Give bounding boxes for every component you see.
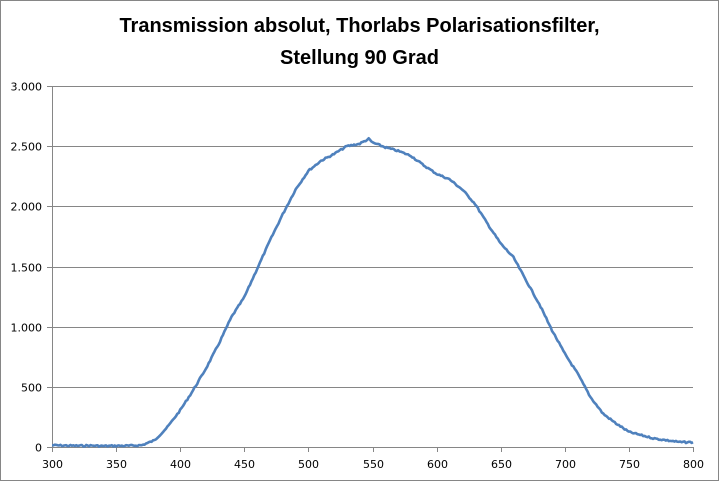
- chart-title-line-2: Stellung 90 Grad: [280, 47, 439, 69]
- x-tick-label: 700: [555, 458, 576, 471]
- x-tick-label: 400: [170, 458, 191, 471]
- y-tick-label: 2.500: [11, 141, 43, 154]
- chart-title: Transmission absolut, Thorlabs Polarisat…: [0, 10, 719, 74]
- y-tick-label: 1.000: [11, 322, 43, 335]
- y-tick-label: 3.000: [11, 81, 43, 94]
- y-tick-label: 500: [21, 382, 42, 395]
- x-tick-label: 500: [298, 458, 319, 471]
- x-tick-label: 350: [106, 458, 127, 471]
- x-tick-label: 800: [683, 458, 704, 471]
- x-tick-label: 750: [619, 458, 640, 471]
- x-tick-label: 450: [234, 458, 255, 471]
- series-line: [51, 137, 694, 448]
- chart-title-line-1: Transmission absolut, Thorlabs Polarisat…: [119, 15, 600, 37]
- x-tick-label: 600: [427, 458, 448, 471]
- x-tick-label: 300: [42, 458, 63, 471]
- y-tick-label: 0: [35, 442, 42, 455]
- y-tick-label: 2.000: [11, 201, 43, 214]
- y-tick-label: 1.500: [11, 262, 43, 275]
- x-tick-label: 650: [491, 458, 512, 471]
- x-tick-label: 550: [363, 458, 384, 471]
